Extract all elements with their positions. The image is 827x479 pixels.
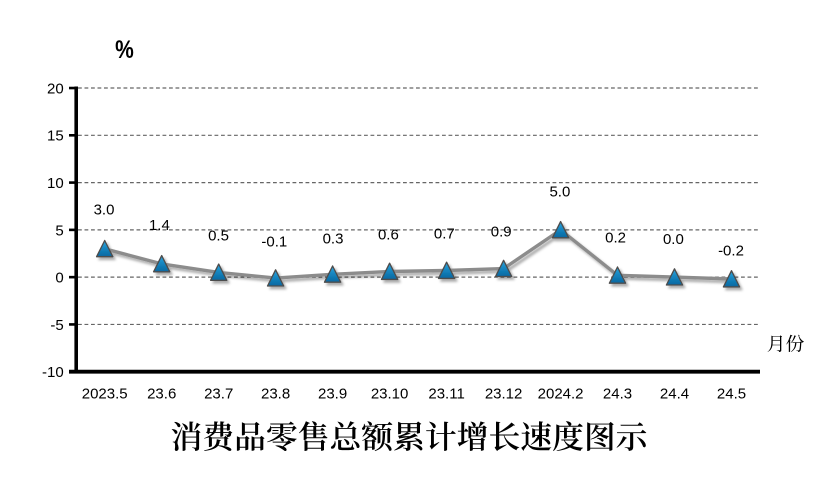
svg-text:23.9: 23.9 [318,386,347,403]
svg-text:15: 15 [47,128,64,145]
svg-text:24.3: 24.3 [603,386,632,403]
svg-text:0.6: 0.6 [378,226,399,243]
svg-text:0.2: 0.2 [605,229,626,246]
svg-text:23.11: 23.11 [428,386,464,403]
svg-text:10: 10 [47,175,64,192]
svg-text:23.8: 23.8 [261,386,290,403]
svg-text:24.4: 24.4 [660,386,689,403]
svg-text:20: 20 [47,80,64,97]
svg-text:0: 0 [55,270,63,287]
svg-text:0.0: 0.0 [663,231,684,248]
svg-text:2023.5: 2023.5 [82,386,128,403]
svg-text:23.10: 23.10 [371,386,409,403]
svg-text:0.3: 0.3 [323,230,344,247]
svg-text:2024.2: 2024.2 [538,386,584,403]
svg-text:0.9: 0.9 [491,223,512,240]
svg-text:24.5: 24.5 [717,386,746,403]
svg-text:23.7: 23.7 [204,386,233,403]
svg-text:5.0: 5.0 [549,184,570,201]
svg-text:-0.2: -0.2 [718,243,744,260]
svg-text:-5: -5 [50,317,63,334]
svg-text:23.12: 23.12 [485,386,523,403]
svg-text:23.6: 23.6 [147,386,176,403]
svg-text:5: 5 [55,222,63,239]
svg-text:%: % [115,35,134,63]
svg-text:-0.1: -0.1 [261,233,287,250]
svg-text:1.4: 1.4 [149,217,170,234]
svg-text:-10: -10 [42,364,64,381]
svg-text:3.0: 3.0 [94,201,115,218]
svg-text:0.7: 0.7 [434,225,455,242]
svg-text:0.5: 0.5 [208,227,229,244]
